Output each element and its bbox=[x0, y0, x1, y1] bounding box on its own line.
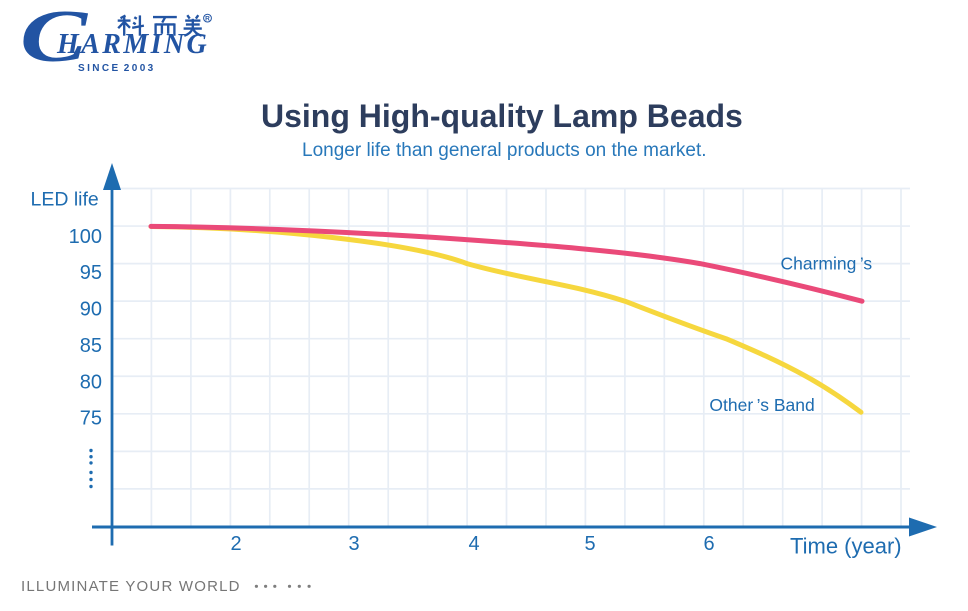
svg-text:85: 85 bbox=[80, 335, 102, 357]
svg-text:LED life: LED life bbox=[31, 189, 99, 211]
svg-text:2: 2 bbox=[230, 533, 241, 555]
svg-text:80: 80 bbox=[80, 372, 102, 394]
svg-text:100: 100 bbox=[69, 226, 102, 248]
svg-text:75: 75 bbox=[80, 408, 102, 430]
svg-text:Charming ’s: Charming ’s bbox=[781, 254, 873, 274]
svg-text:Time (year): Time (year) bbox=[790, 534, 902, 559]
svg-text:6: 6 bbox=[703, 533, 714, 555]
svg-text:3: 3 bbox=[348, 533, 359, 555]
svg-text:R: R bbox=[205, 15, 210, 22]
svg-text:95: 95 bbox=[80, 262, 102, 284]
svg-text:90: 90 bbox=[80, 299, 102, 321]
svg-text:Other ’s Band: Other ’s Band bbox=[709, 395, 814, 415]
svg-text:4: 4 bbox=[468, 533, 479, 555]
svg-text:5: 5 bbox=[584, 533, 595, 555]
